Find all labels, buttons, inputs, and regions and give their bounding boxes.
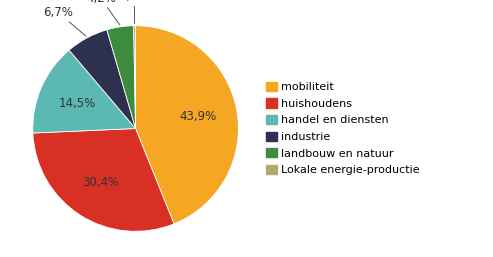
Wedge shape	[33, 128, 174, 231]
Text: 30,4%: 30,4%	[82, 176, 120, 189]
Text: 6,7%: 6,7%	[43, 6, 86, 36]
Text: 4,2%: 4,2%	[86, 0, 120, 25]
Wedge shape	[134, 26, 136, 128]
Wedge shape	[69, 30, 136, 128]
Text: 14,5%: 14,5%	[59, 97, 96, 109]
Wedge shape	[33, 50, 136, 133]
Wedge shape	[136, 26, 239, 224]
Wedge shape	[107, 26, 136, 128]
Text: 43,9%: 43,9%	[179, 110, 217, 123]
Text: 0,3%: 0,3%	[119, 0, 149, 24]
Legend: mobiliteit, huishoudens, handel en diensten, industrie, landbouw en natuur, Loka: mobiliteit, huishoudens, handel en diens…	[266, 82, 420, 175]
